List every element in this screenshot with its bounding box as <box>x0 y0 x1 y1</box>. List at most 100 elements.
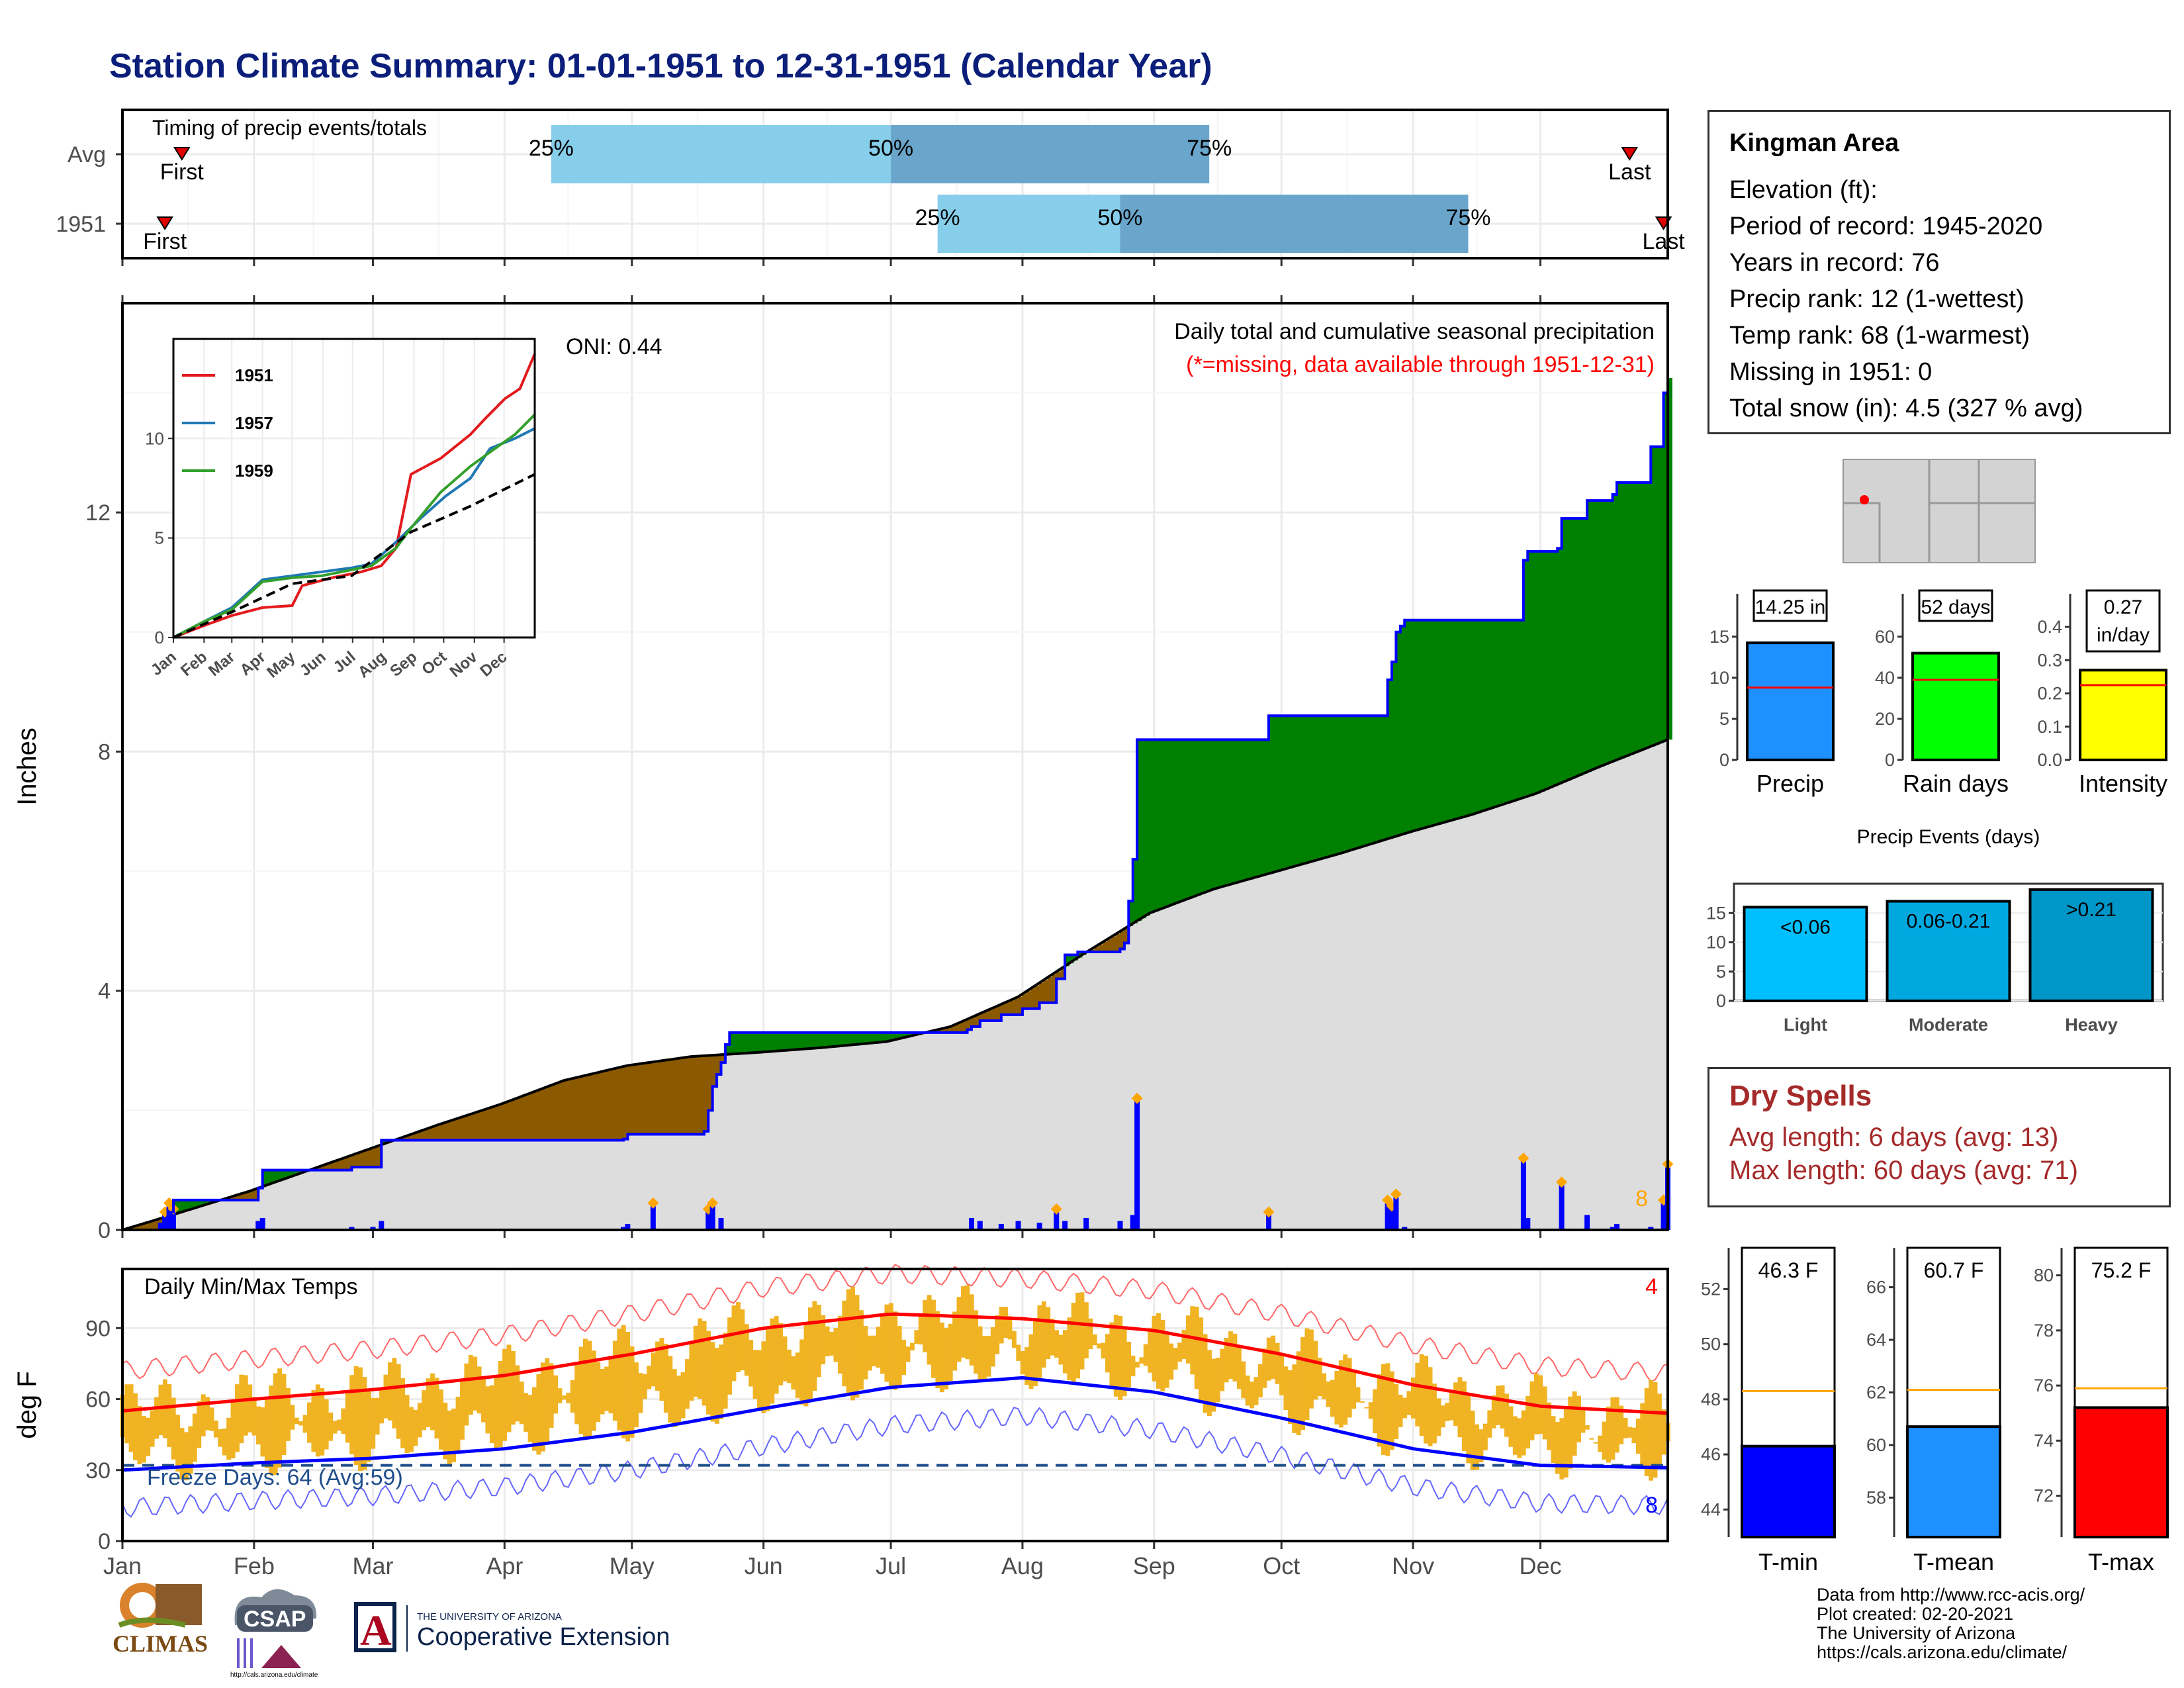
daily-precip-bar <box>349 1227 355 1230</box>
above-average-fill <box>1535 551 1541 794</box>
below-average-fill <box>1098 944 1104 952</box>
above-average-fill <box>1353 716 1359 850</box>
above-average-fill <box>899 1032 904 1039</box>
daily-temp-bar <box>897 1325 902 1385</box>
daily-temp-bar <box>553 1375 559 1414</box>
daily-temp-bar <box>404 1395 410 1454</box>
above-average-fill <box>1459 620 1465 818</box>
summary-bar-label: Rain days <box>1903 770 2009 797</box>
daily-temp-bar <box>515 1365 520 1422</box>
temp-summary-tick-label: 78 <box>2034 1321 2054 1340</box>
station-info-panel: Kingman Area Elevation (ft): Period of r… <box>1707 110 2171 434</box>
daily-precip-bar <box>1083 1217 1089 1230</box>
temp-summary-tick-label: 62 <box>1866 1383 1886 1403</box>
map-borders <box>1843 459 2035 563</box>
events-title: Precip Events (days) <box>1857 826 2040 848</box>
daily-temp-bar <box>1262 1348 1267 1388</box>
above-average-fill <box>1540 551 1545 792</box>
events-bar-range: >0.21 <box>2066 899 2116 921</box>
daily-temp-bar <box>918 1313 923 1344</box>
above-average-fill <box>886 1032 891 1042</box>
above-average-fill <box>198 1199 204 1207</box>
precip-missing-note: (*=missing, data available through 1951-… <box>1186 352 1655 377</box>
daily-precip-bar <box>709 1203 715 1230</box>
below-average-fill <box>971 1017 976 1027</box>
daily-temp-bar <box>1190 1306 1195 1375</box>
daily-temp-bar <box>285 1387 291 1441</box>
above-average-fill <box>1285 716 1291 869</box>
daily-temp-bar <box>205 1397 210 1430</box>
daily-temp-bar <box>1394 1383 1399 1439</box>
month-axis-label: Nov <box>1392 1552 1434 1579</box>
above-average-fill <box>1476 620 1482 814</box>
daily-precip-bar <box>1610 1227 1615 1230</box>
daily-temp-bar <box>324 1399 329 1450</box>
inset-border <box>172 338 536 639</box>
daily-temp-bar <box>1576 1395 1581 1442</box>
daily-temp-bar <box>702 1321 707 1406</box>
daily-temp-bar <box>447 1410 452 1464</box>
daily-temp-bar <box>150 1410 155 1447</box>
events-bar-range: 0.06-0.21 <box>1907 911 1991 933</box>
daily-temp-bar <box>1300 1336 1306 1430</box>
above-average-fill <box>1132 859 1138 924</box>
daily-temp-bar <box>1228 1331 1233 1379</box>
daily-temp-bar <box>1156 1313 1161 1389</box>
location-map <box>1843 459 2036 563</box>
above-average-fill <box>750 1032 756 1053</box>
daily-temp-bar <box>371 1397 376 1449</box>
below-average-fill <box>992 1008 997 1021</box>
above-average-fill <box>1578 518 1584 776</box>
daily-precip-bar <box>705 1209 711 1230</box>
above-average-fill <box>1298 716 1303 866</box>
daily-temp-bar <box>931 1299 936 1378</box>
daily-temp-bar <box>629 1346 635 1438</box>
below-average-fill <box>1119 931 1125 949</box>
daily-temp-bar <box>1215 1358 1220 1403</box>
cumulative-1951-line <box>122 377 1669 1231</box>
average-cumulative-line <box>122 738 1668 1231</box>
daily-temp-bar <box>1614 1397 1619 1453</box>
above-average-fill <box>1379 716 1384 842</box>
above-average-fill <box>279 1170 285 1181</box>
daily-temp-bar <box>1461 1381 1467 1452</box>
daily-precip-bar <box>379 1221 385 1230</box>
above-average-fill <box>1268 716 1273 874</box>
below-average-fill <box>1022 994 1027 1009</box>
above-average-fill <box>1604 500 1609 765</box>
daily-temp-bar <box>1283 1366 1289 1411</box>
above-average-fill <box>797 1032 802 1050</box>
daily-temp-bar <box>765 1329 770 1411</box>
below-average-fill <box>602 1071 607 1141</box>
below-average-fill <box>419 1131 424 1141</box>
record-high-count: 4 <box>1645 1274 1658 1299</box>
below-average-fill <box>954 1025 960 1033</box>
temperature-panel: 0 30 60 90 Daily Min/Max Temps Freeze Days: 6… <box>13 1264 1670 1579</box>
daily-temp-bar <box>366 1389 371 1462</box>
daily-temp-bar <box>965 1285 970 1360</box>
daily-temp-bar <box>668 1356 673 1423</box>
summary-bar-1 <box>1911 651 2000 761</box>
above-average-fill <box>1361 716 1367 847</box>
daily-temp-bar <box>837 1315 842 1374</box>
above-average-fill <box>1162 739 1167 909</box>
daily-temp-bar <box>230 1401 236 1459</box>
above-average-fill <box>860 1032 866 1045</box>
inset-legend-label: 1959 <box>235 461 273 481</box>
daily-temp-bar <box>226 1417 232 1460</box>
daily-temp-bar <box>1203 1334 1208 1413</box>
daily-temp-bar <box>128 1384 134 1452</box>
below-average-fill <box>682 1057 688 1135</box>
below-average-fill <box>351 1155 357 1168</box>
daily-precip-bar <box>1117 1221 1123 1230</box>
above-average-fill <box>1565 518 1570 781</box>
daily-temp-bar <box>1062 1330 1068 1374</box>
daily-temp-bar <box>218 1429 223 1447</box>
daily-temp-bar <box>956 1297 962 1362</box>
above-average-fill <box>1446 620 1452 822</box>
above-average-fill <box>869 1032 874 1043</box>
below-average-fill <box>563 1080 569 1141</box>
daily-temp-bar <box>982 1336 987 1382</box>
daily-temp-bar <box>969 1294 974 1366</box>
below-average-fill <box>364 1150 369 1168</box>
